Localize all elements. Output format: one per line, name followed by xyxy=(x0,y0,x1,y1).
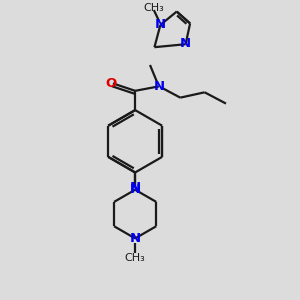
Text: N: N xyxy=(130,232,141,245)
Text: N: N xyxy=(180,37,191,50)
Text: N: N xyxy=(130,183,141,196)
Text: CH₃: CH₃ xyxy=(125,253,146,263)
Text: N: N xyxy=(154,80,165,93)
Text: CH₃: CH₃ xyxy=(143,3,164,13)
Text: N: N xyxy=(130,181,141,194)
Text: O: O xyxy=(105,77,116,90)
Text: N: N xyxy=(155,18,166,32)
